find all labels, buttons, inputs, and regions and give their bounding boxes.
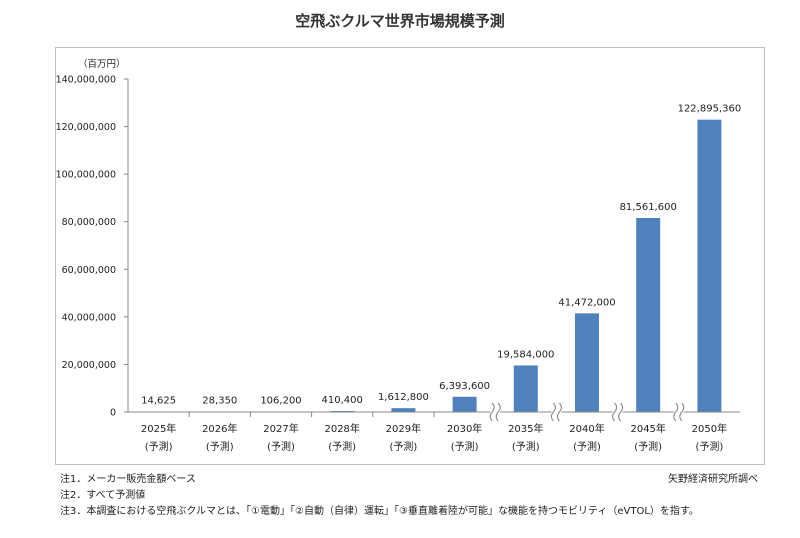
chart-frame [55,47,765,465]
axis-break-icon [612,402,624,422]
bar [452,396,477,412]
footnote-2: 注2．すべて予測値 [60,490,146,501]
x-tick-label: 2035年 [508,422,543,435]
y-tick-label: 120,000,000 [56,122,116,133]
x-tick-sublabel: (予測) [573,440,601,453]
bar-value-label: 81,561,600 [620,202,677,213]
x-tick-sublabel: (予測) [206,440,234,453]
chart-title: 空飛ぶクルマ世界市場規模予測 [295,12,505,30]
x-tick-label: 2045年 [630,422,665,435]
y-axis: 0 20,000,000 40,000,000 60,000,000 80,000,00… [56,75,129,419]
y-tick-label: 60,000,000 [62,265,116,276]
bar [575,313,599,412]
y-tick-label: 0 [110,408,116,419]
y-tick-label: 100,000,000 [56,170,116,181]
bar-value-label: 41,472,000 [558,297,615,308]
bar [513,365,538,412]
bar [697,119,722,413]
x-tick-sublabel: (予測) [512,440,540,453]
x-tick-sublabel: (予測) [389,440,417,453]
y-tick-label: 80,000,000 [62,217,116,228]
x-tick-sublabel: (予測) [145,440,173,453]
x-tick-sublabel: (予測) [634,440,662,453]
x-tick-sublabel: (予測) [451,440,479,453]
footnote-1: 注1．メーカー販売金額ベース [60,474,196,485]
x-tick-label: 2050年 [692,422,727,435]
bar [636,217,661,412]
y-tick-label: 140,000,000 [56,75,116,86]
bar-value-label: 19,584,000 [497,349,554,360]
x-tick-sublabel: (予測) [695,440,723,453]
axis-break-icon [489,402,501,422]
bar-value-label: 122,895,360 [678,104,742,115]
x-tick-label: 2026年 [202,422,237,435]
x-tick-label: 2029年 [386,422,421,435]
x-tick-label: 2030年 [447,422,482,435]
x-tick-label: 2040年 [569,422,604,435]
source-note: 矢野経済研究所調べ [668,474,758,485]
x-axis: 2025年 (予測) 2026年 (予測) 2027年 (予測) 2028年 (予測) 2029… [128,402,740,453]
y-unit-label: （百万円） [78,58,126,70]
bar-value-label: 14,625 [141,396,176,407]
bar-value-label: 1,612,800 [378,392,429,403]
bar-value-label: 6,393,600 [439,381,490,392]
y-tick-label: 40,000,000 [62,312,116,323]
bar-value-label: 106,200 [260,396,301,407]
bar [391,408,416,412]
axis-break-icon [550,402,562,422]
x-tick-sublabel: (予測) [267,440,295,453]
x-tick-label: 2025年 [141,422,176,435]
footnote-3: 注3．本調査における空飛ぶクルマとは、「①電動」「②自動（自律）運転」「③垂直離… [60,506,699,517]
bars: 14,625 28,350 106,200 410,400 1,612,800 6,393… [141,104,742,413]
axis-break-icon [673,402,685,422]
x-tick-label: 2028年 [324,422,359,435]
bar-value-label: 28,350 [202,396,237,407]
x-tick-label: 2027年 [263,422,298,435]
footnotes: 注1．メーカー販売金額ベース 注2．すべて予測値 注3．本調査における空飛ぶクル… [60,472,699,520]
x-tick-sublabel: (予測) [328,440,356,453]
bar-value-label: 410,400 [322,395,363,406]
y-tick-label: 20,000,000 [62,360,116,371]
